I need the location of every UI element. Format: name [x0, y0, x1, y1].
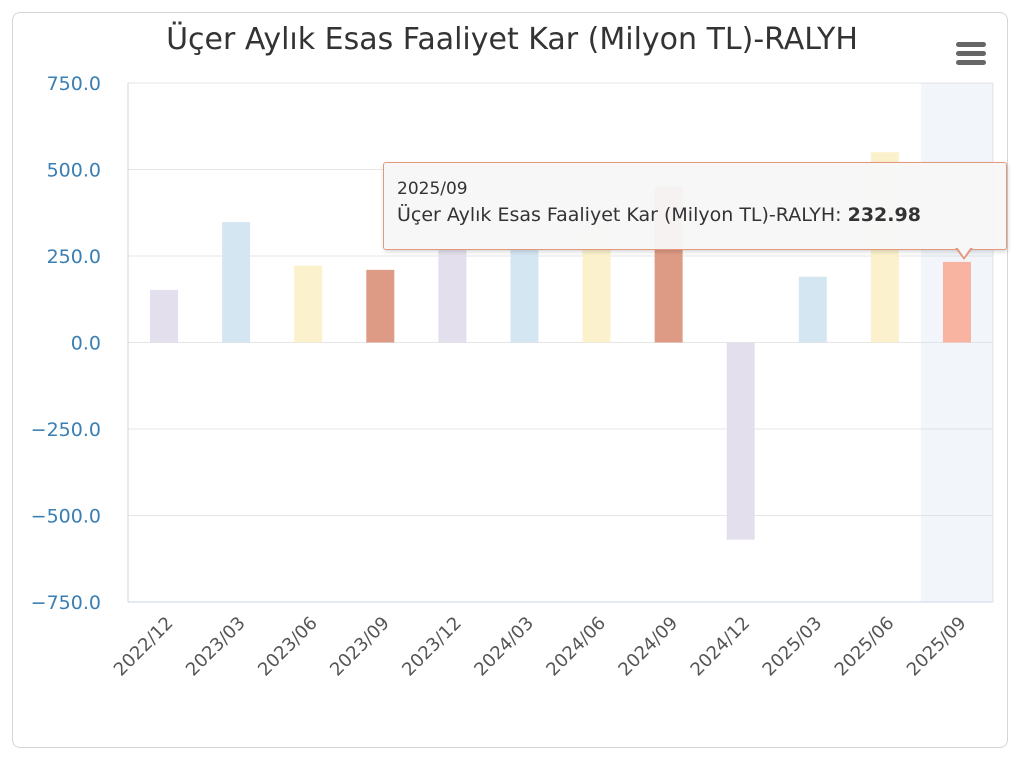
y-tick-label: −500.0 — [31, 506, 101, 528]
grid-lines — [127, 82, 994, 603]
y-tick-label: 750.0 — [47, 73, 101, 95]
x-tick-label: 2025/06 — [831, 613, 899, 681]
y-tick-label: −750.0 — [31, 592, 101, 614]
chart-title: Üçer Aylık Esas Faaliyet Kar (Milyon TL)… — [166, 22, 858, 57]
bar-2025-09[interactable] — [942, 261, 971, 343]
hamburger-menu-icon[interactable] — [950, 36, 990, 70]
x-tick-label: 2023/06 — [254, 613, 322, 681]
bar-2024-03[interactable] — [510, 249, 539, 343]
bar-2023-03[interactable] — [222, 222, 251, 343]
y-tick-label: 500.0 — [47, 160, 101, 182]
bar-2022-12[interactable] — [150, 289, 179, 343]
bar-2024-12[interactable] — [726, 342, 755, 540]
x-axis-ticks: 2022/12 2023/03 2023/06 2023/09 2023/12 2024/… — [110, 613, 971, 681]
x-tick-label: 2022/12 — [110, 613, 178, 681]
tooltip-series-label: Üçer Aylık Esas Faaliyet Kar (Milyon TL)… — [397, 204, 848, 226]
tooltip: 2025/09 Üçer Aylık Esas Faaliyet Kar (Mi… — [383, 162, 1007, 250]
bar-2025-03[interactable] — [798, 276, 827, 343]
tooltip-value: 232.98 — [847, 204, 921, 226]
x-tick-label: 2023/12 — [398, 613, 466, 681]
x-tick-label: 2024/06 — [542, 613, 610, 681]
x-tick-label: 2024/09 — [614, 613, 682, 681]
x-tick-label: 2025/03 — [759, 613, 827, 681]
x-tick-label: 2025/09 — [903, 613, 971, 681]
x-tick-label: 2024/12 — [687, 613, 755, 681]
bar-2023-09[interactable] — [366, 269, 395, 343]
chart-container — [12, 12, 1008, 748]
x-tick-label: 2023/03 — [182, 613, 250, 681]
bar-2023-12[interactable] — [438, 249, 467, 343]
y-tick-label: 250.0 — [47, 246, 101, 268]
bar-2023-06[interactable] — [294, 265, 323, 343]
tooltip-pointer-inner — [957, 247, 971, 257]
tooltip-line: Üçer Aylık Esas Faaliyet Kar (Milyon TL)… — [397, 204, 921, 226]
y-axis-ticks: 750.0 500.0 250.0 0.0 −250.0 −500.0 −750.0 — [31, 73, 101, 614]
tooltip-date: 2025/09 — [397, 179, 468, 199]
y-tick-label: 0.0 — [71, 333, 101, 355]
y-tick-label: −250.0 — [31, 419, 101, 441]
x-tick-label: 2024/03 — [470, 613, 538, 681]
bars — [150, 152, 971, 540]
x-tick-label: 2023/09 — [326, 613, 394, 681]
